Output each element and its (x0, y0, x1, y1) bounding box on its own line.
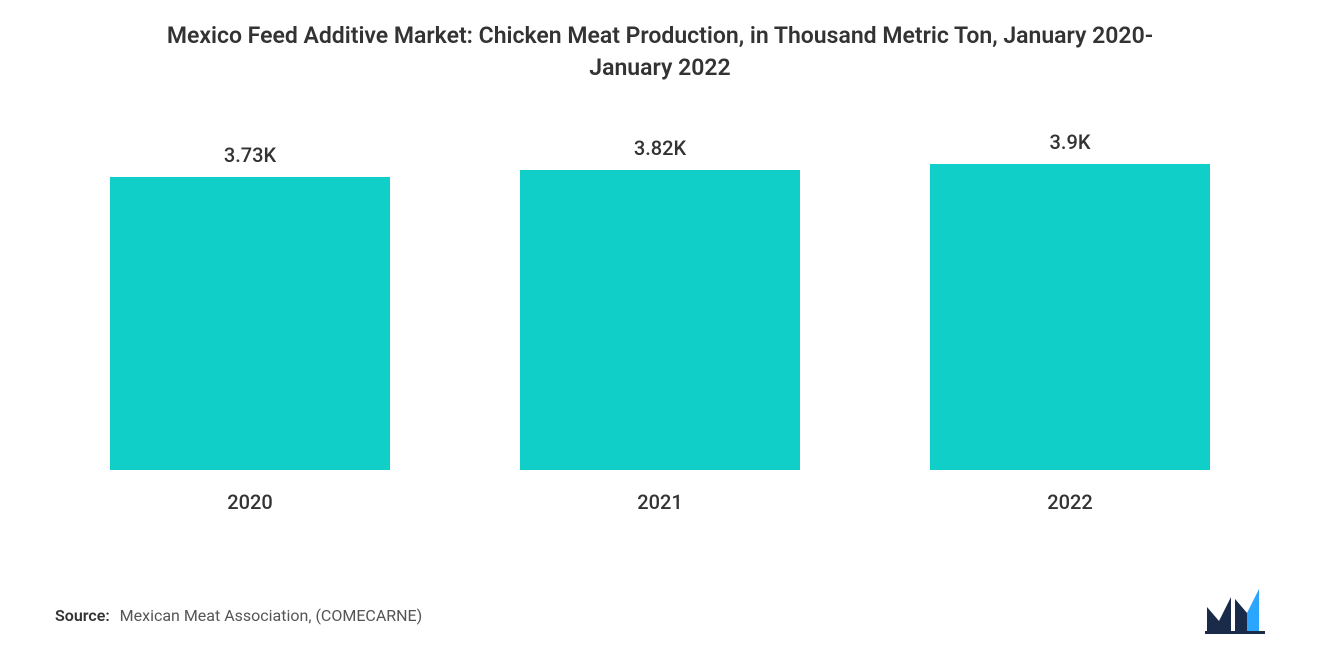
bar-value-label: 3.82K (634, 136, 686, 160)
bar-group-2020: 3.73K 2020 (100, 143, 400, 514)
logo-icon (1205, 587, 1275, 635)
bar-category-label: 2022 (1047, 490, 1092, 514)
bar-rect (110, 177, 390, 470)
bar-rect (520, 170, 800, 470)
bar-value-label: 3.73K (224, 143, 276, 167)
bar-category-label: 2020 (227, 490, 272, 514)
source-text: Mexican Meat Association, (COMECARNE) (120, 606, 423, 625)
bar-category-label: 2021 (637, 490, 682, 514)
brand-logo (1205, 587, 1275, 635)
bar-group-2022: 3.9K 2022 (920, 130, 1220, 514)
source-row: Source: Mexican Meat Association, (COMEC… (55, 606, 1265, 625)
bar-value-label: 3.9K (1050, 130, 1091, 154)
bar-group-2021: 3.82K 2021 (510, 136, 810, 514)
chart-title: Mexico Feed Additive Market: Chicken Mea… (160, 20, 1160, 84)
chart-container: Mexico Feed Additive Market: Chicken Mea… (0, 0, 1320, 665)
source-label: Source: (55, 606, 110, 625)
bar-rect (930, 164, 1210, 470)
chart-plot-area: 3.73K 2020 3.82K 2021 3.9K 2022 (50, 144, 1270, 514)
